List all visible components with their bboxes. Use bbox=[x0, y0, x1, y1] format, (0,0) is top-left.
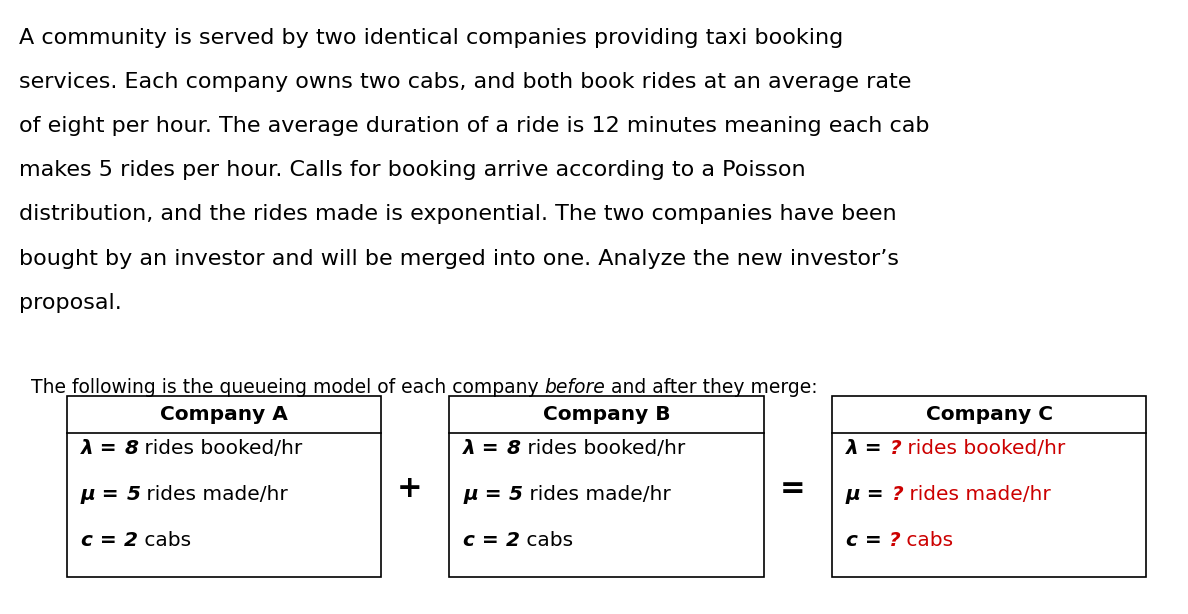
Text: Company A: Company A bbox=[160, 405, 287, 424]
Text: c =: c = bbox=[463, 531, 506, 550]
Text: λ =: λ = bbox=[81, 439, 125, 458]
Text: λ =: λ = bbox=[846, 439, 890, 458]
Text: +: + bbox=[397, 473, 423, 503]
Text: rides booked/hr: rides booked/hr bbox=[522, 439, 685, 458]
Text: rides made/hr: rides made/hr bbox=[523, 485, 671, 504]
Text: 5: 5 bbox=[126, 485, 140, 504]
Text: rides made/hr: rides made/hr bbox=[140, 485, 289, 504]
Text: before: before bbox=[544, 378, 605, 397]
Text: of eight per hour. The average duration of a ride is 12 minutes meaning each cab: of eight per hour. The average duration … bbox=[19, 116, 929, 136]
Text: =: = bbox=[779, 473, 805, 503]
Text: 8: 8 bbox=[125, 439, 139, 458]
Text: services. Each company owns two cabs, and both book rides at an average rate: services. Each company owns two cabs, an… bbox=[19, 72, 911, 92]
Text: μ =: μ = bbox=[846, 485, 891, 504]
Text: cabs: cabs bbox=[138, 531, 190, 550]
Text: 8: 8 bbox=[507, 439, 522, 458]
Text: rides made/hr: rides made/hr bbox=[903, 485, 1051, 504]
Text: ?: ? bbox=[890, 439, 902, 458]
Text: λ =: λ = bbox=[463, 439, 507, 458]
Text: rides booked/hr: rides booked/hr bbox=[902, 439, 1066, 458]
Text: ?: ? bbox=[891, 485, 903, 504]
Text: distribution, and the rides made is exponential. The two companies have been: distribution, and the rides made is expo… bbox=[19, 204, 897, 225]
Text: Company C: Company C bbox=[925, 405, 1053, 424]
Bar bbox=[832, 396, 1146, 577]
Text: The following is the queueing model of each company: The following is the queueing model of e… bbox=[31, 378, 544, 397]
Text: Company B: Company B bbox=[543, 405, 670, 424]
Text: rides booked/hr: rides booked/hr bbox=[139, 439, 303, 458]
Text: cabs: cabs bbox=[901, 531, 953, 550]
Text: μ =: μ = bbox=[463, 485, 508, 504]
Text: and after they merge:: and after they merge: bbox=[605, 378, 817, 397]
Text: c =: c = bbox=[81, 531, 124, 550]
Text: ?: ? bbox=[889, 531, 901, 550]
Text: bought by an investor and will be merged into one. Analyze the new investor’s: bought by an investor and will be merged… bbox=[19, 249, 899, 269]
Text: 2: 2 bbox=[124, 531, 138, 550]
Text: proposal.: proposal. bbox=[19, 293, 121, 313]
Bar bbox=[449, 396, 764, 577]
Text: μ =: μ = bbox=[81, 485, 126, 504]
Text: c =: c = bbox=[846, 531, 889, 550]
Text: cabs: cabs bbox=[520, 531, 573, 550]
Text: makes 5 rides per hour. Calls for booking arrive according to a Poisson: makes 5 rides per hour. Calls for bookin… bbox=[19, 160, 805, 181]
Text: 5: 5 bbox=[508, 485, 523, 504]
Text: 2: 2 bbox=[506, 531, 520, 550]
Bar bbox=[67, 396, 381, 577]
Text: A community is served by two identical companies providing taxi booking: A community is served by two identical c… bbox=[19, 28, 843, 48]
